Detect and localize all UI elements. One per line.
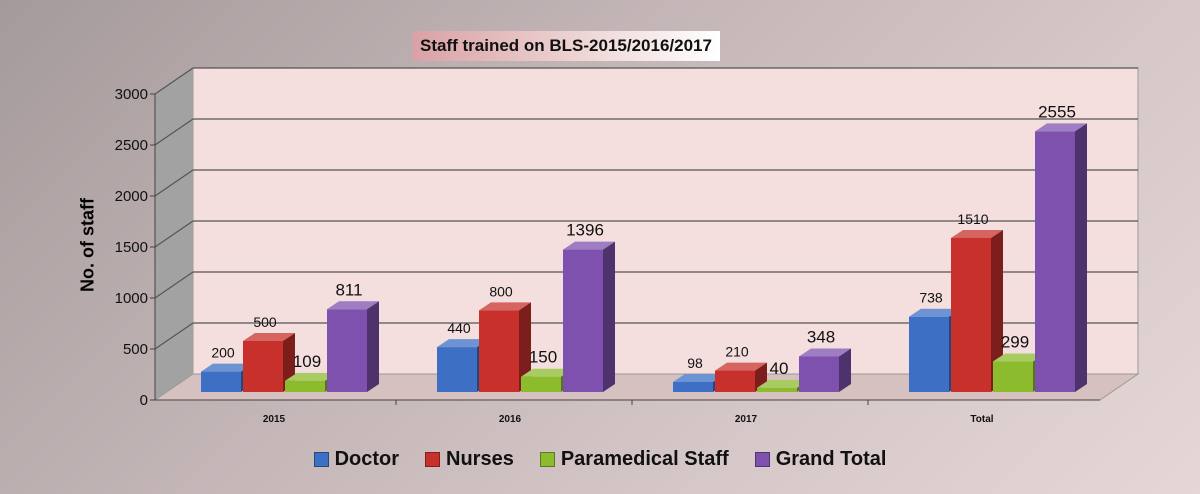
y-tick-label: 2000 [115,188,148,205]
bar-top [715,362,767,371]
legend-item: Paramedical Staff [539,448,729,471]
bar-top [327,301,379,310]
bar [673,382,713,392]
bar [201,371,241,392]
bar-side [1075,123,1087,392]
bar-side [367,301,379,392]
data-label: 500 [253,314,277,330]
legend-swatch [425,452,441,467]
bar-side [519,302,531,392]
legend-swatch [539,452,555,467]
bar [993,361,1033,392]
y-tick-label: 1500 [115,239,148,256]
data-label: 811 [335,280,362,299]
gridline-side [154,220,194,248]
data-label: 200 [211,345,235,361]
data-label: 299 [1001,333,1029,352]
bar [1035,131,1075,392]
bar [799,356,839,392]
legend-label: Doctor [334,448,400,470]
bar [479,310,519,392]
data-label: 98 [687,355,703,371]
gridline-side [154,169,194,197]
gridline-side [154,271,194,299]
gridline-side [154,67,194,95]
data-label: 2555 [1038,102,1076,121]
x-tick-label: 2017 [735,414,758,425]
x-tick-label: Total [970,414,993,425]
bar [521,376,561,392]
bar [951,237,991,392]
data-label: 800 [489,283,513,299]
bar [757,387,797,392]
bar-top [799,348,851,357]
bar-top [993,353,1045,362]
gridline-side [154,118,194,146]
legend-item: Doctor [313,448,400,471]
bar [437,347,477,392]
bar [327,309,367,392]
legend-label: Grand Total [775,448,887,470]
y-axis-label: No. of staff [77,198,98,292]
bar-top [243,333,295,341]
bar-top [479,302,531,311]
data-label: 440 [447,320,471,336]
legend-swatch [313,452,329,467]
data-label: 1510 [957,211,988,227]
y-tick-label: 2500 [115,137,148,154]
legend-swatch [754,452,770,467]
bar [563,249,603,392]
y-tick-label: 500 [123,341,148,358]
data-label: 210 [725,344,749,360]
bar-top [1035,123,1087,132]
bar-top [437,339,489,348]
bar-side [839,348,851,392]
bar [715,370,755,392]
gridline-side [154,322,194,350]
bar-top [285,372,337,381]
y-tick-label: 0 [140,392,148,409]
data-label: 40 [770,359,789,378]
bar [243,341,283,392]
bar-top [909,308,961,317]
legend: Doctor Nurses Paramedical Staff Grand Total [0,448,1200,471]
bar-top [563,241,615,250]
legend-item: Nurses [425,448,514,471]
bar-top [521,368,573,377]
bar-side [603,241,615,392]
data-label: 738 [919,290,943,306]
data-label: 1396 [566,221,604,240]
legend-item: Grand Total [754,448,887,471]
legend-label: Paramedical Staff [560,448,729,470]
x-tick-label: 2016 [499,414,522,425]
legend-label: Nurses [446,448,514,470]
x-tick-label: 2015 [263,414,286,425]
data-label: 109 [293,352,321,371]
data-label: 150 [529,348,557,367]
bar-top [201,363,253,372]
bar [285,380,325,392]
bar-top [673,374,725,383]
bar [909,316,949,392]
bar-top [951,229,1003,238]
y-tick-label: 1000 [115,290,148,307]
data-label: 348 [807,328,835,347]
bar-side [991,229,1003,392]
bar-top [757,379,809,388]
y-tick-label: 3000 [115,86,148,103]
chart-title: Staff trained on BLS-2015/2016/2017 [412,31,720,61]
